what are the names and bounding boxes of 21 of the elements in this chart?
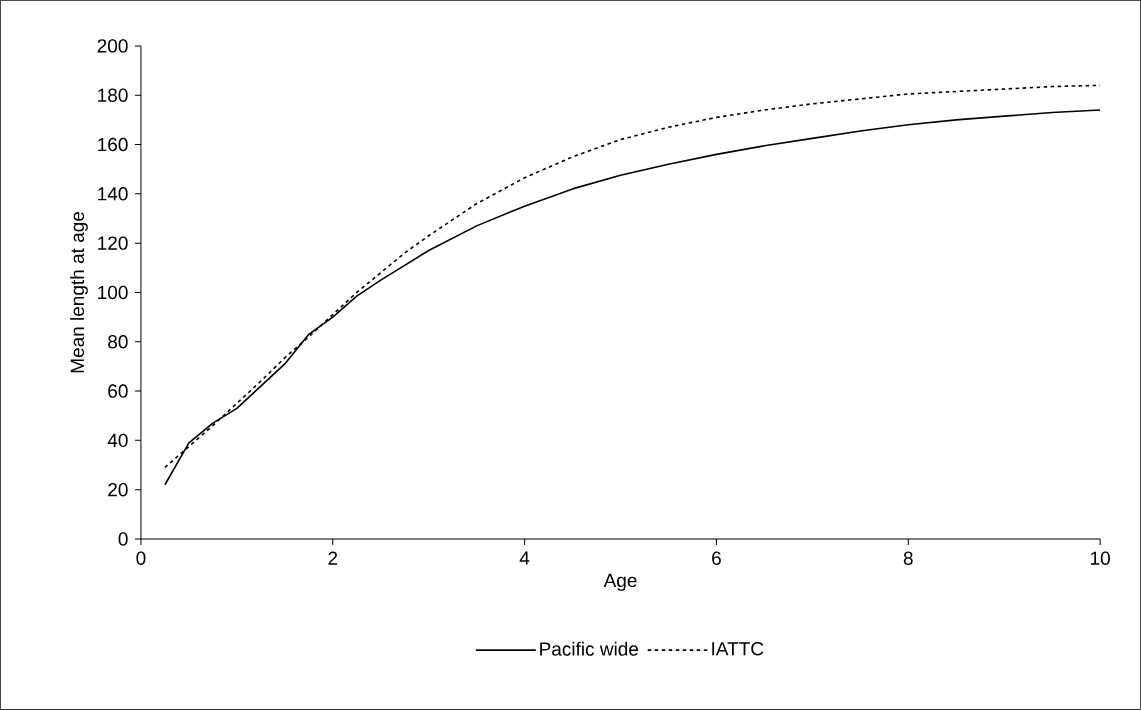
y-tick-label: 180 bbox=[98, 88, 128, 102]
x-tick-label: 10 bbox=[1090, 551, 1110, 566]
y-tick-label: 100 bbox=[98, 285, 128, 300]
y-tick-label: 0 bbox=[118, 532, 128, 546]
x-axis-title: Age bbox=[603, 573, 637, 591]
x-tick-label: 6 bbox=[712, 551, 721, 566]
y-tick-label: 200 bbox=[97, 39, 128, 53]
y-tick-label: 160 bbox=[98, 137, 128, 152]
y-tick-label: 60 bbox=[108, 384, 128, 398]
x-tick-label: 2 bbox=[328, 551, 338, 565]
y-tick-label: 40 bbox=[107, 433, 128, 448]
y-axis-title: Mean length at age bbox=[70, 212, 88, 373]
legend-label: IATTC bbox=[712, 642, 764, 656]
x-tick-label: 0 bbox=[136, 551, 146, 566]
y-tick-label: 20 bbox=[108, 482, 128, 497]
y-tick-label: 120 bbox=[98, 236, 128, 250]
y-tick-label: 80 bbox=[108, 335, 128, 349]
y-tick-label: 140 bbox=[98, 187, 128, 201]
x-tick-label: 4 bbox=[519, 551, 530, 565]
legend-label: Pacific wide bbox=[540, 641, 639, 656]
x-tick-label: 8 bbox=[903, 551, 913, 566]
